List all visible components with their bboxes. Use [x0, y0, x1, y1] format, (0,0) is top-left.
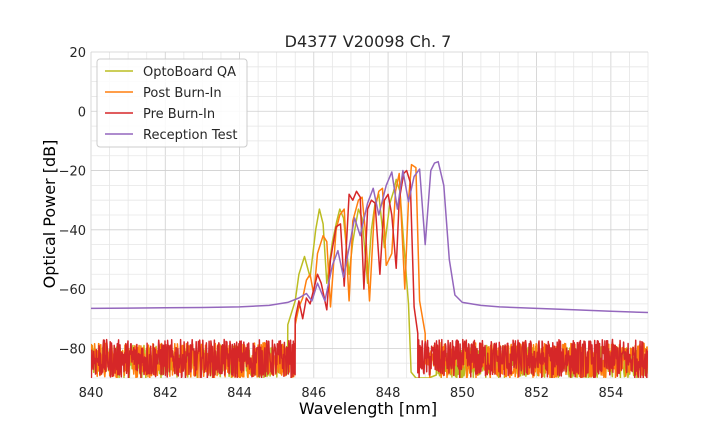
x-tick-label: 852	[524, 386, 549, 401]
legend-label: OptoBoard QA	[143, 65, 236, 80]
legend-entry-reception-test: Reception Test	[105, 128, 237, 143]
x-tick-label: 854	[598, 386, 623, 401]
series-line	[91, 169, 648, 378]
y-tick-label: 0	[78, 105, 86, 120]
x-tick-label: 844	[227, 386, 252, 401]
y-tick-label: −60	[59, 283, 86, 298]
legend-box	[96, 58, 248, 148]
y-tick-label: 20	[69, 46, 86, 61]
legend-label: Pre Burn-In	[143, 107, 215, 122]
y-tick-label: −80	[59, 342, 86, 357]
tick-labels: 840 842 844 846 848 850 852 854 −80 −60 −40 −20 0 20	[59, 46, 624, 401]
series-group	[91, 160, 648, 378]
legend-entry-post-burn-in: Post Burn-In	[105, 86, 222, 101]
y-tick-label: −20	[59, 165, 86, 180]
series-line	[91, 160, 648, 314]
legend-entry-optoboard-qa: OptoBoard QA	[105, 65, 236, 80]
legend-entry-pre-burn-in: Pre Burn-In	[105, 107, 215, 122]
legend-label: Reception Test	[143, 128, 237, 143]
y-axis-label: Optical Power [dB]	[40, 140, 59, 289]
series-reception-test	[91, 160, 648, 314]
legend-label: Post Burn-In	[143, 86, 222, 101]
x-tick-label: 850	[450, 386, 475, 401]
x-tick-label: 840	[79, 386, 104, 401]
y-tick-label: −40	[59, 224, 86, 239]
legend: OptoBoard QA Post Burn-In Pre Burn-In Re…	[96, 58, 248, 148]
x-tick-label: 842	[153, 386, 178, 401]
x-tick-label: 846	[301, 386, 326, 401]
chart-title: D4377 V20098 Ch. 7	[285, 32, 452, 51]
x-axis-label: Wavelength [nm]	[299, 399, 437, 418]
series-pre-burn-in	[91, 169, 648, 378]
x-tick-label: 848	[376, 386, 401, 401]
